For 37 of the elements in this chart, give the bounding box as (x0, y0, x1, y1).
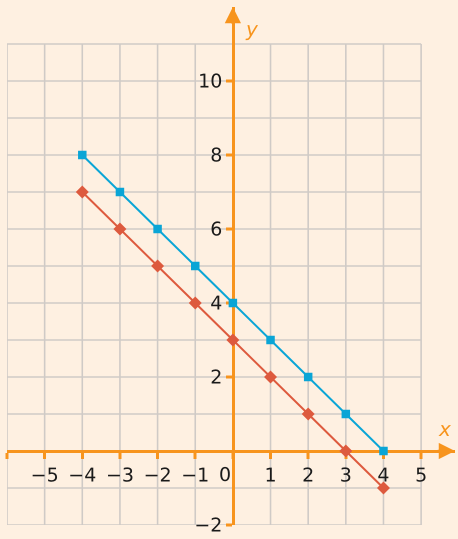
point (302, 408, 315, 420)
x-tick-label: −4 (68, 464, 96, 487)
point (76, 186, 89, 198)
x-tick-label: 4 (377, 464, 390, 487)
y-axis-title: y (245, 17, 259, 41)
y-tick-label: 10 (198, 70, 222, 93)
x-tick-label: −3 (106, 464, 134, 487)
point (78, 150, 87, 160)
x-axis-title: x (438, 417, 451, 441)
point (226, 334, 240, 346)
point (342, 410, 350, 418)
point (153, 224, 162, 234)
point (264, 370, 278, 384)
y-tick-label: −2 (194, 514, 222, 537)
x-tick-label: 5 (415, 464, 428, 487)
y-tick-label: 4 (210, 292, 222, 315)
point (188, 296, 202, 310)
y-tick-label: 6 (210, 218, 222, 241)
point (339, 444, 352, 458)
x-tick-label: 2 (302, 464, 314, 487)
x-tick-label: −2 (144, 464, 172, 487)
x-tick-label: −5 (30, 464, 59, 487)
point (228, 298, 238, 308)
point (113, 222, 126, 236)
point (116, 188, 124, 196)
point (304, 372, 312, 382)
x-tick-label: 0 (219, 464, 232, 486)
point (151, 260, 164, 272)
y-tick-label: 8 (210, 144, 222, 167)
point (190, 262, 200, 270)
point (266, 336, 275, 344)
point (379, 446, 388, 456)
x-tick-label: 1 (264, 464, 277, 487)
y-tick-label: 2 (210, 366, 222, 389)
x-tick-label: −1 (181, 464, 210, 487)
point (376, 482, 390, 494)
x-tick-label: 3 (340, 464, 352, 487)
